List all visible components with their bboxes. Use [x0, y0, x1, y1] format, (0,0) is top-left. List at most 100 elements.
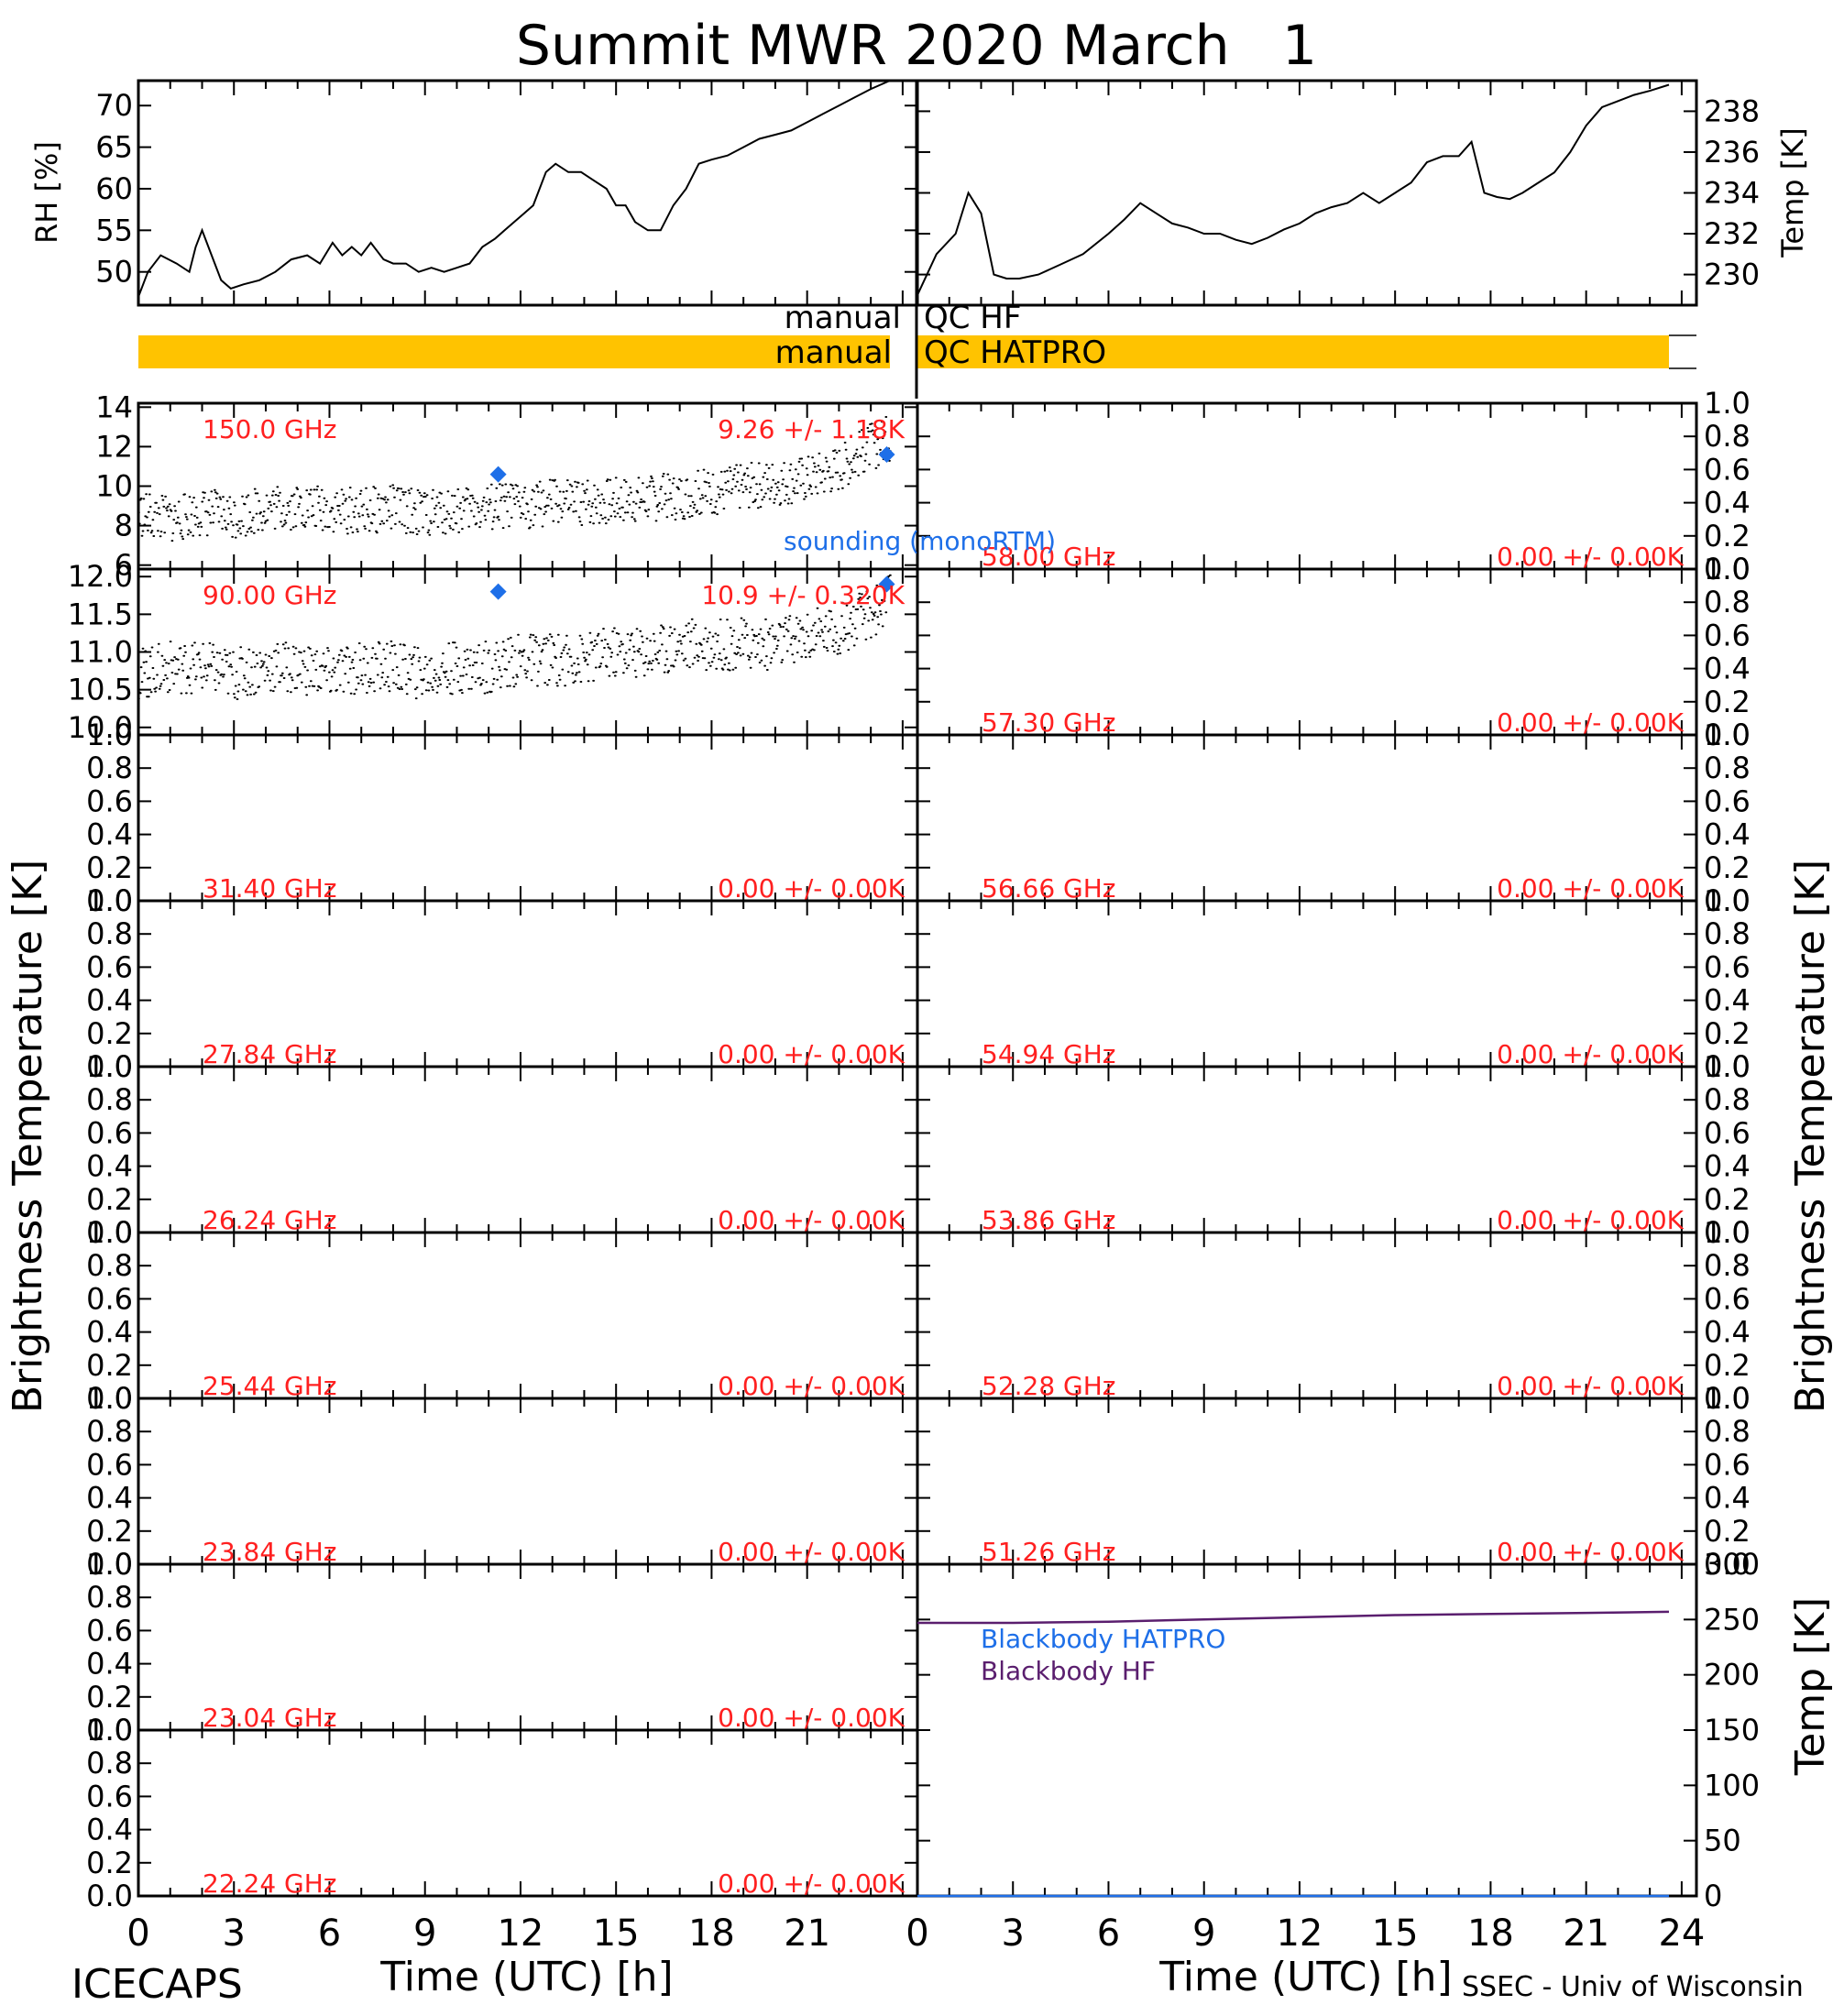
y-tick-label: 0.6: [1704, 1281, 1751, 1316]
channel-frequency-label: 26.24 GHz: [203, 1205, 337, 1235]
channel-stat-label: 0.00 +/- 0.00K: [718, 1703, 905, 1733]
y-tick-label: 0.0: [1704, 1215, 1751, 1250]
y-tick-label: 0.8: [1704, 1414, 1751, 1449]
panel-ch-57.30: 0.00.20.40.60.81.057.30 GHz 0.00 +/- 0.00…: [916, 552, 1751, 752]
y-tick-label: 1.0: [1704, 1215, 1751, 1250]
channel-stat-label: 0.00 +/- 0.00K: [718, 1205, 905, 1235]
page-title: Summit MWR 2020 March 1: [516, 14, 1317, 78]
y-tick-label: 0.4: [1704, 486, 1751, 520]
channel-frequency-label: 57.30 GHz: [982, 707, 1116, 738]
rh-axis-label: RH [%]: [29, 141, 64, 244]
y-tick-label: 0.2: [1704, 1182, 1751, 1217]
channel-frequency-label: 51.26 GHz: [982, 1537, 1116, 1567]
time-axis-label-right: Time (UTC) [h]: [1158, 1954, 1452, 2000]
y-tick-label: 0.2: [86, 1182, 133, 1217]
time-tick-label: 15: [593, 1912, 640, 1955]
channel-stat-label: 0.00 +/- 0.00K: [1497, 707, 1684, 738]
y-tick-label: 0.8: [1704, 1248, 1751, 1283]
panel-ch-58.00: 0.00.20.40.60.81.058.00 GHz 0.00 +/- 0.00…: [916, 386, 1751, 586]
channel-frequency-label: 23.84 GHz: [203, 1537, 337, 1567]
y-tick-label: 0.0: [1704, 883, 1751, 918]
y-tick-label: 0.6: [86, 1779, 133, 1813]
y-tick-label: 0.0: [86, 883, 133, 918]
y-tick-label: 200: [1704, 1658, 1760, 1693]
time-tick-label: 6: [318, 1912, 341, 1955]
time-tick-label: 3: [1002, 1912, 1025, 1955]
y-tick-label: 0.6: [1704, 1115, 1751, 1150]
series-line: [916, 83, 1670, 296]
y-tick-label: 300: [1704, 1547, 1760, 1582]
series-points: [137, 574, 892, 700]
y-tick-label: 0.0: [1704, 1547, 1751, 1582]
y-tick-label: 0.6: [1704, 618, 1751, 652]
y-tick-label: 0.0: [86, 1879, 133, 1913]
y-tick-label: 0.6: [1704, 783, 1751, 818]
channel-stat-label: 0.00 +/- 0.00K: [718, 1868, 905, 1899]
y-tick-label: 0.6: [86, 783, 133, 818]
qc-hatpro-right-label: QC HATPRO: [924, 334, 1106, 371]
y-tick-label: 70: [95, 88, 133, 123]
channel-stat-label: 0.00 +/- 0.00K: [1497, 1039, 1684, 1069]
y-tick-label: 0.8: [86, 916, 133, 951]
y-tick-label: 232: [1704, 216, 1760, 251]
y-tick-label: 236: [1704, 135, 1760, 170]
qc-hatpro-bar-left: [138, 335, 890, 368]
bb-series-line: [917, 1610, 1670, 1625]
y-tick-label: 60: [95, 171, 133, 206]
y-tick-label: 11.5: [68, 597, 133, 631]
y-tick-label: 65: [95, 130, 133, 165]
y-tick-label: 1.0: [86, 1547, 133, 1582]
channel-frequency-label: 58.00 GHz: [982, 542, 1116, 572]
y-tick-label: 0.8: [1704, 419, 1751, 454]
y-tick-label: 8: [115, 509, 133, 543]
y-tick-label: 0.0: [86, 1215, 133, 1250]
y-tick-label: 0.4: [86, 1647, 133, 1682]
series-line: [137, 80, 891, 298]
sounding-marker: [489, 466, 507, 483]
y-tick-label: 0.6: [1704, 452, 1751, 487]
panel-ch-23.04: 0.00.20.40.60.81.023.04 GHz 0.00 +/- 0.00…: [86, 1547, 919, 1748]
y-tick-label: 0.4: [1704, 1315, 1751, 1350]
sounding-marker: [489, 583, 507, 600]
channel-stat-label: 0.00 +/- 0.00K: [718, 1039, 905, 1069]
sounding-legend: sounding (monoRTM): [784, 526, 1056, 556]
channel-frequency-label: 31.40 GHz: [203, 873, 337, 904]
y-tick-label: 1.0: [1704, 386, 1751, 421]
y-tick-label: 250: [1704, 1602, 1760, 1637]
y-tick-label: 0.8: [1704, 751, 1751, 785]
y-tick-label: 0.2: [86, 1846, 133, 1880]
y-tick-label: 10.0: [68, 710, 133, 745]
y-tick-label: 1.0: [1704, 1381, 1751, 1416]
time-tick-label: 6: [1097, 1912, 1120, 1955]
y-tick-label: 0.0: [1704, 718, 1751, 752]
y-tick-label: 1.0: [1704, 1049, 1751, 1084]
time-tick-label: 18: [688, 1912, 735, 1955]
y-tick-label: 0.8: [86, 1414, 133, 1449]
y-tick-label: 0.8: [86, 1248, 133, 1283]
footer-right: SSEC - Univ of Wisconsin: [1462, 1971, 1804, 2003]
time-axis-label-left: Time (UTC) [h]: [379, 1954, 673, 2000]
panel-ch-27.84: 0.00.20.40.60.81.027.84 GHz 0.00 +/- 0.00…: [86, 883, 919, 1084]
y-tick-label: 0.4: [1704, 1481, 1751, 1516]
y-tick-label: 0.2: [1704, 850, 1751, 885]
y-tick-label: 0.0: [86, 1713, 133, 1748]
y-tick-label: 1.0: [1704, 718, 1751, 752]
bt-axis-label-left: Brightness Temperature [K]: [5, 860, 51, 1413]
y-tick-label: 0.4: [86, 817, 133, 852]
y-tick-label: 0.2: [1704, 1348, 1751, 1383]
y-tick-label: 0.8: [1704, 585, 1751, 619]
sounding-marker: [878, 575, 895, 593]
time-tick-label: 21: [1563, 1912, 1609, 1955]
y-tick-label: 0.6: [86, 949, 133, 984]
y-tick-label: 0.6: [1704, 1447, 1751, 1482]
channel-frequency-label: 54.94 GHz: [982, 1039, 1116, 1069]
panel-ch-150: 6 8 10 12 14 150.0 GHz 9.26 +/- 1.18K: [95, 389, 919, 583]
y-tick-label: 0.6: [86, 1115, 133, 1150]
bb-legend-label: Blackbody HF: [981, 1656, 1156, 1686]
y-tick-label: 1.0: [86, 1215, 133, 1250]
y-tick-label: 0.2: [1704, 685, 1751, 719]
y-tick-label: 0.6: [86, 1613, 133, 1648]
y-tick-label: 0.4: [86, 1481, 133, 1516]
